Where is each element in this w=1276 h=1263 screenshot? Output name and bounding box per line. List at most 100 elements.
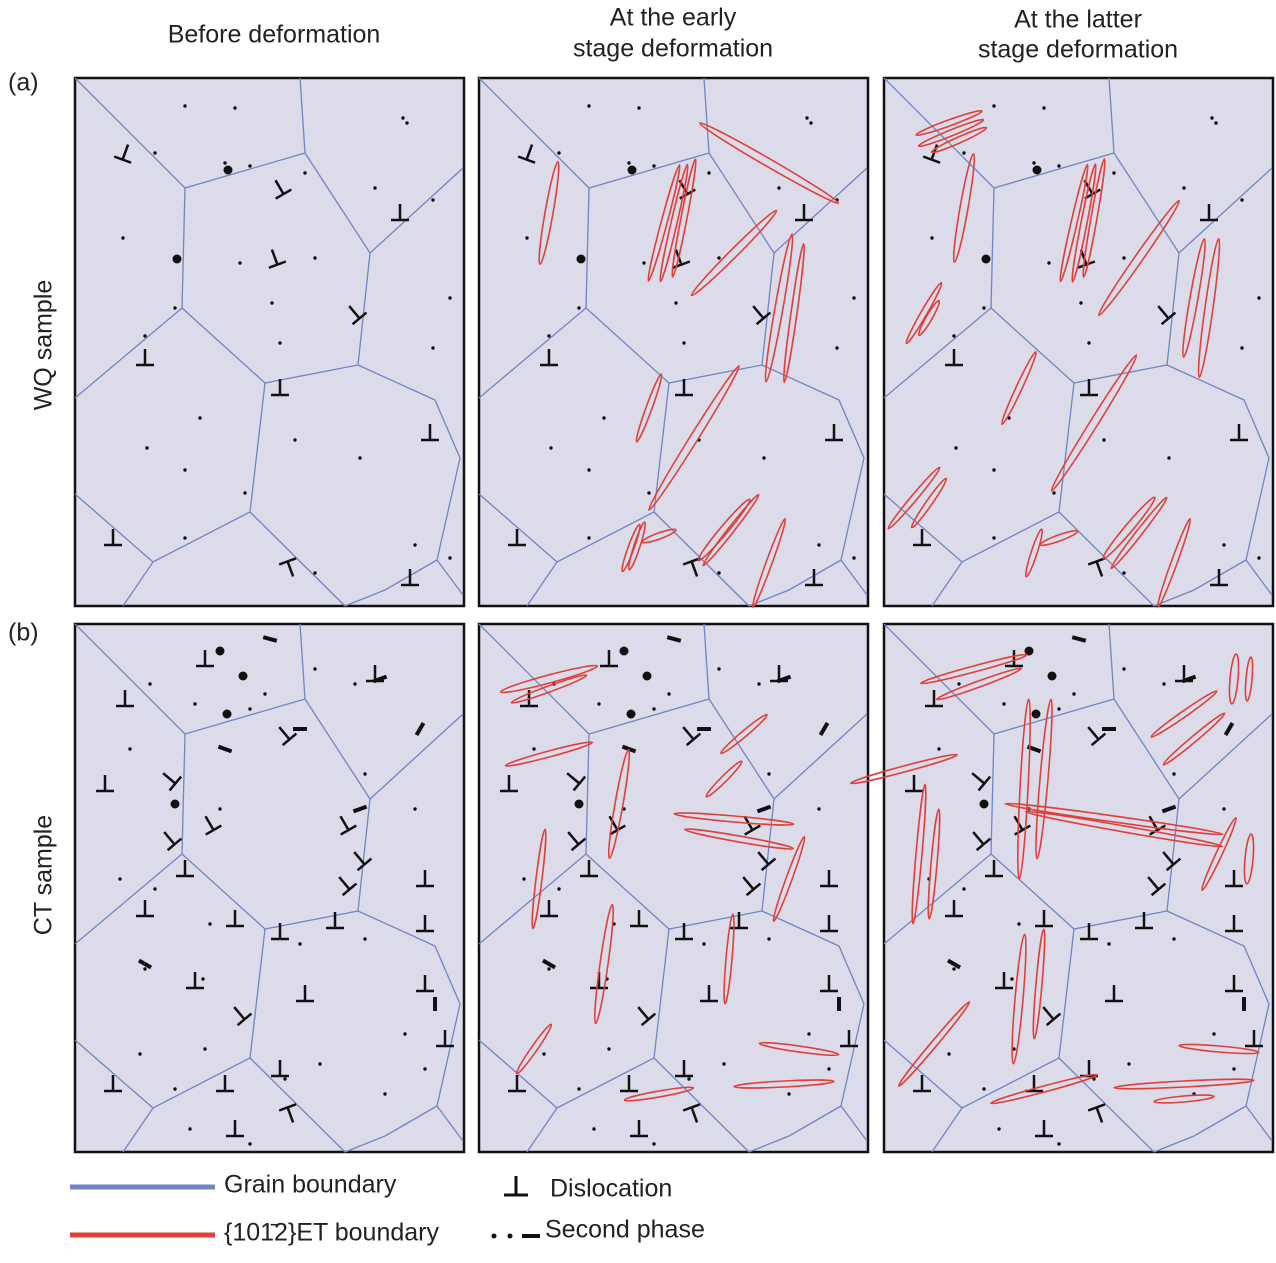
panel-background	[73, 76, 466, 608]
dislocation	[580, 860, 598, 878]
second-phase	[1102, 438, 1106, 442]
twin-boundary	[1059, 163, 1089, 283]
dislocation	[278, 726, 298, 747]
dislocation-stem	[162, 772, 177, 785]
second-phase	[642, 671, 652, 681]
dislocation	[700, 985, 718, 1003]
row-tag: (b)	[8, 619, 39, 647]
second-phase	[587, 104, 591, 108]
second-phase	[1240, 346, 1244, 350]
dislocation-base	[340, 824, 357, 836]
dislocation	[274, 179, 292, 200]
dislocation	[630, 910, 648, 928]
second-phase	[652, 1142, 656, 1146]
dislocation-stem	[348, 305, 361, 320]
dislocation-base	[1087, 1103, 1106, 1112]
dislocation-base	[356, 857, 373, 872]
twin-boundary	[917, 118, 985, 148]
second-phase	[401, 116, 405, 120]
dislocation-base	[1150, 882, 1167, 897]
twin-boundary	[990, 1073, 1098, 1105]
second-phase	[682, 341, 686, 345]
dislocation	[162, 772, 183, 792]
dislocation	[1035, 1120, 1053, 1138]
panel	[73, 622, 466, 1154]
dislocation	[620, 1075, 638, 1093]
second-phase	[303, 171, 307, 175]
dislocation-base	[275, 188, 292, 200]
twin-boundary	[684, 828, 794, 850]
twin-boundary	[621, 523, 641, 573]
second-phase	[198, 416, 202, 420]
dislocation-stem	[971, 772, 986, 785]
twin-boundary	[697, 498, 751, 562]
dislocation	[1210, 569, 1228, 587]
second-phase	[153, 887, 157, 891]
dislocation-stem	[339, 815, 350, 831]
dislocation	[1080, 379, 1098, 397]
second-phase	[170, 799, 180, 809]
twin-boundary	[897, 1001, 971, 1087]
second-phase	[557, 151, 561, 155]
grain-boundary	[74, 77, 306, 189]
twin-boundary	[510, 674, 588, 704]
second-phase	[1122, 571, 1126, 575]
dislocation-stem	[1147, 876, 1160, 891]
second-phase	[222, 709, 232, 719]
second-phase	[652, 707, 656, 711]
second-phase	[1072, 692, 1076, 696]
second-phase	[215, 646, 225, 656]
second-phase	[1024, 646, 1034, 656]
second-phase	[947, 1052, 951, 1056]
dislocation	[339, 815, 357, 836]
dislocation	[348, 305, 368, 326]
dislocation	[945, 349, 963, 367]
second-phase	[183, 104, 187, 108]
twin-boundary	[1001, 350, 1037, 426]
second-phase	[666, 635, 682, 643]
second-phase	[1222, 543, 1226, 547]
second-phase	[717, 571, 721, 575]
second-phase	[817, 807, 821, 811]
dislocation-base	[166, 837, 183, 852]
dislocation	[1105, 985, 1123, 1003]
twin-boundary	[1197, 237, 1221, 379]
second-phase	[143, 334, 147, 338]
dislocation	[637, 1006, 657, 1027]
dislocation-base	[1165, 857, 1182, 872]
dislocation-stem	[1042, 1006, 1055, 1021]
dislocation	[675, 1060, 693, 1078]
second-phase	[1057, 164, 1061, 168]
second-phase	[313, 667, 317, 671]
dislocation	[233, 1006, 253, 1027]
grain-boundary	[1153, 1105, 1247, 1153]
twin-boundary	[702, 493, 760, 567]
second-phase	[183, 536, 187, 540]
dislocation	[1225, 870, 1243, 888]
second-phase	[431, 346, 435, 350]
dislocation-base	[517, 155, 536, 164]
second-phase	[722, 1062, 726, 1066]
dislocation-stem	[163, 831, 176, 846]
second-phase	[1010, 977, 1014, 981]
twin-boundary	[917, 299, 941, 337]
dislocation	[985, 860, 1003, 878]
dislocation-stem	[1087, 726, 1100, 741]
second-phase	[403, 1032, 407, 1036]
dislocation	[436, 1030, 454, 1048]
dislocation	[104, 1075, 122, 1093]
second-phase	[827, 1067, 831, 1071]
second-phase	[817, 543, 821, 547]
second-phase	[717, 667, 721, 671]
twin-boundary	[1153, 1094, 1215, 1104]
dislocation	[338, 876, 358, 897]
second-phase	[667, 692, 671, 696]
dislocation	[730, 912, 748, 930]
dislocation-base	[168, 775, 183, 792]
panel-background	[882, 76, 1275, 608]
second-phase	[405, 121, 409, 125]
second-phase	[1232, 1067, 1236, 1071]
twin-boundary	[751, 518, 787, 608]
second-phase	[930, 236, 934, 240]
twin-boundary	[1039, 529, 1079, 547]
